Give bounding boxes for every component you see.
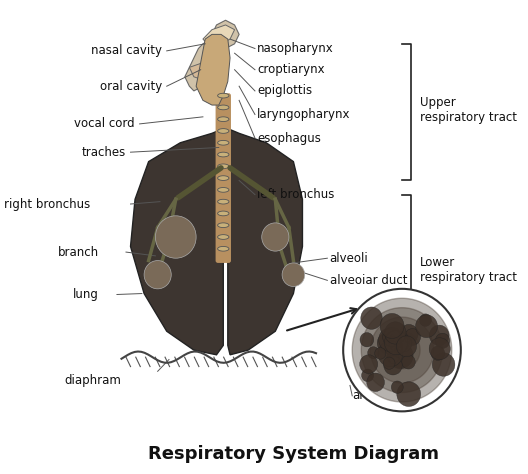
Polygon shape [203, 25, 234, 44]
Circle shape [360, 355, 378, 374]
Circle shape [377, 333, 397, 353]
Circle shape [361, 307, 382, 329]
Circle shape [397, 382, 421, 407]
Circle shape [367, 373, 384, 392]
Circle shape [367, 347, 379, 359]
Circle shape [380, 313, 404, 338]
Circle shape [384, 322, 406, 344]
Text: alveolar: alveolar [352, 389, 400, 402]
Text: right bronchus: right bronchus [4, 198, 90, 210]
Circle shape [384, 337, 402, 356]
Ellipse shape [218, 105, 229, 110]
Circle shape [429, 338, 450, 360]
Text: nasal cavity: nasal cavity [91, 45, 162, 57]
Circle shape [400, 324, 418, 344]
Circle shape [375, 347, 386, 359]
Text: Upper
respiratory tract: Upper respiratory tract [420, 96, 517, 124]
Ellipse shape [218, 93, 229, 98]
Circle shape [420, 314, 431, 326]
Text: branch: branch [58, 246, 99, 259]
Circle shape [429, 325, 449, 346]
Circle shape [387, 351, 399, 364]
Circle shape [386, 350, 400, 364]
Circle shape [378, 341, 403, 367]
Polygon shape [130, 128, 223, 355]
Text: epiglottis: epiglottis [257, 84, 313, 98]
Ellipse shape [218, 176, 229, 181]
Circle shape [360, 333, 374, 347]
Circle shape [282, 263, 305, 286]
Ellipse shape [218, 164, 229, 169]
Circle shape [155, 216, 196, 258]
Polygon shape [228, 128, 303, 355]
Text: croptiarynx: croptiarynx [257, 63, 325, 76]
Text: Lower
respiratory tract: Lower respiratory tract [420, 256, 517, 284]
Text: alveoiar duct: alveoiar duct [329, 274, 407, 287]
Polygon shape [361, 308, 442, 392]
Polygon shape [185, 20, 239, 91]
FancyArrowPatch shape [178, 168, 221, 198]
Text: laryngopharynx: laryngopharynx [257, 108, 351, 121]
Ellipse shape [218, 211, 229, 216]
Ellipse shape [218, 235, 229, 239]
Polygon shape [384, 331, 420, 369]
Text: oral cavity: oral cavity [100, 80, 162, 93]
Ellipse shape [218, 188, 229, 192]
Ellipse shape [218, 117, 229, 121]
FancyBboxPatch shape [215, 93, 231, 263]
Circle shape [388, 343, 413, 368]
Circle shape [431, 346, 445, 360]
Text: vocal cord: vocal cord [74, 118, 135, 130]
Circle shape [397, 336, 417, 357]
Text: lung: lung [73, 288, 99, 301]
Circle shape [384, 330, 408, 355]
Polygon shape [352, 298, 452, 402]
Circle shape [397, 336, 412, 352]
Text: diaphram: diaphram [64, 374, 121, 387]
Circle shape [262, 223, 289, 251]
Circle shape [391, 381, 403, 393]
Text: Respiratory System Diagram: Respiratory System Diagram [148, 445, 439, 463]
Circle shape [343, 289, 461, 411]
Text: left bronchus: left bronchus [257, 188, 335, 201]
Circle shape [435, 333, 450, 348]
Circle shape [432, 353, 455, 376]
Polygon shape [196, 35, 230, 105]
Circle shape [416, 315, 438, 337]
Polygon shape [370, 317, 433, 383]
Circle shape [144, 261, 171, 289]
Circle shape [402, 355, 415, 369]
Ellipse shape [218, 199, 229, 204]
Circle shape [362, 369, 374, 382]
Circle shape [383, 328, 401, 347]
Text: nasopharynx: nasopharynx [257, 42, 334, 55]
Circle shape [384, 356, 402, 375]
Text: esophagus: esophagus [257, 132, 321, 145]
Ellipse shape [218, 152, 229, 157]
Ellipse shape [218, 246, 229, 251]
FancyArrowPatch shape [230, 168, 273, 198]
Ellipse shape [218, 140, 229, 145]
Circle shape [383, 357, 395, 369]
Ellipse shape [218, 223, 229, 228]
Text: alveoli: alveoli [329, 252, 369, 264]
Circle shape [379, 328, 401, 352]
Text: alveoli: alveoli [352, 368, 391, 381]
Circle shape [404, 328, 421, 346]
Polygon shape [190, 63, 225, 82]
Circle shape [389, 331, 410, 353]
Text: traches: traches [82, 146, 126, 159]
Ellipse shape [218, 128, 229, 133]
